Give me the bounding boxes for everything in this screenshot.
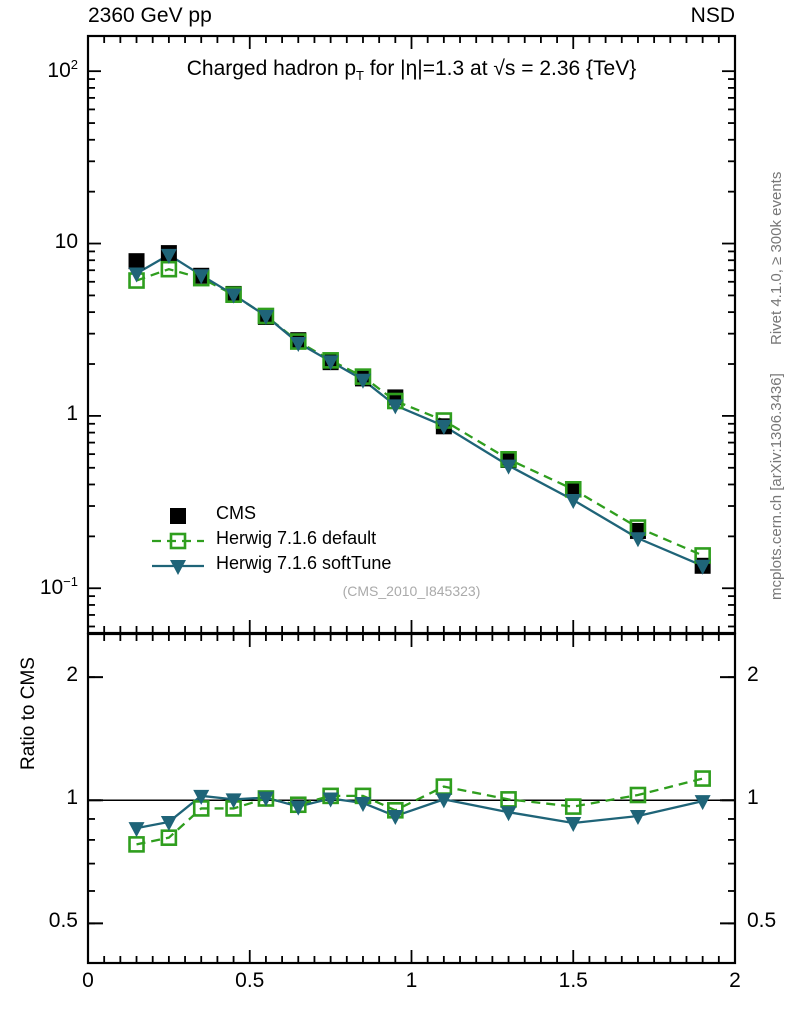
marker-filled-triangle-down: [629, 810, 646, 826]
marker-filled-triangle-down: [290, 800, 307, 816]
marker-filled-triangle-down: [565, 494, 582, 510]
marker-filled-triangle-down: [694, 795, 711, 811]
marker-open-square: [694, 770, 711, 787]
marker-filled-triangle-down: [225, 793, 242, 809]
marker-open-square: [128, 836, 145, 853]
marker-filled-triangle-down: [387, 810, 404, 826]
title-prefix: Charged hadron p: [186, 57, 357, 80]
ratio-y-tick-label: 0.5: [48, 909, 78, 933]
title-subscript: T: [356, 68, 364, 84]
ratio-panel-series: [88, 770, 735, 853]
analysis-id-watermark: (CMS_2010_I845323): [342, 583, 481, 599]
x-tick-label: 1.5: [558, 969, 588, 992]
main-y-tick-label: 10: [55, 230, 78, 254]
marker-filled-triangle-down: [290, 336, 307, 352]
header-right-label: NSD: [690, 4, 735, 27]
ratio-y-tick-label: 2: [747, 663, 759, 687]
legend-item[interactable]: CMS: [150, 503, 450, 530]
series-line: [136, 777, 703, 846]
x-tick-label: 0.5: [235, 969, 265, 992]
marker-filled-triangle-down: [435, 793, 452, 809]
tick-mantissa: 10: [47, 59, 71, 83]
marker-filled-triangle-down: [322, 355, 339, 371]
tick-exponent: −1: [63, 574, 78, 590]
x-tick-label: 2: [729, 969, 741, 992]
tick-mantissa: 1: [66, 401, 78, 425]
plot-title: Charged hadron pT for |η|=1.3 at √s = 2.…: [88, 57, 735, 83]
legend-item[interactable]: Herwig 7.1.6 softTune: [150, 553, 450, 580]
marker-filled-triangle-down: [193, 789, 210, 805]
x-tick-label: 1: [405, 969, 418, 992]
series-line: [136, 267, 704, 557]
marker-filled-triangle-down: [257, 791, 274, 807]
marker-filled-triangle-down: [500, 806, 517, 822]
ratio-y-tick-label: 2: [66, 663, 78, 687]
legend-marker-filled-square: [170, 508, 186, 524]
marker-filled-triangle-down: [160, 248, 177, 264]
ratio-y-tick-label: 1: [747, 786, 759, 810]
legend-marker-open-square: [152, 532, 204, 550]
tick-mantissa: 10: [39, 576, 64, 600]
marker-filled-triangle-down: [500, 459, 517, 475]
marker-filled-triangle-down: [435, 419, 452, 435]
x-tick-label: 0: [82, 969, 94, 992]
legend-marker-filled-triangle-down: [152, 560, 204, 575]
legend-item-label: Herwig 7.1.6 softTune: [216, 553, 392, 573]
tick-mantissa: 10: [54, 229, 78, 253]
marker-open-square: [564, 798, 582, 815]
tick-exponent: 2: [70, 57, 78, 73]
marker-filled-triangle-down: [322, 792, 339, 808]
marker-open-square: [169, 532, 187, 550]
marker-filled-triangle-down: [629, 532, 646, 548]
series-line: [136, 794, 703, 830]
legend-item[interactable]: Herwig 7.1.6 default: [150, 528, 450, 555]
marker-filled-triangle-down: [565, 816, 582, 832]
axes-group: [86, 34, 737, 965]
marker-filled-triangle-down: [387, 399, 404, 415]
main-y-tick-label: 1: [66, 402, 78, 426]
main-y-tick-label: 10−1: [40, 574, 78, 600]
marker-filled-triangle-down: [128, 267, 145, 283]
marker-filled-square: [128, 253, 145, 270]
legend-item-label: CMS: [216, 503, 256, 523]
marker-filled-triangle-down: [354, 373, 371, 389]
marker-filled-triangle-down: [160, 815, 177, 831]
ratio-y-tick-label: 1: [66, 786, 78, 810]
marker-filled-triangle-down: [354, 796, 371, 812]
marker-filled-triangle-down: [128, 822, 145, 838]
marker-filled-triangle-down: [225, 288, 242, 304]
marker-filled-triangle-down: [193, 269, 210, 285]
marker-filled-triangle-down: [694, 559, 711, 575]
main-y-tick-label: 102: [47, 57, 78, 83]
marker-filled-square: [565, 481, 582, 498]
ratio-y-tick-label: 0.5: [747, 909, 777, 933]
marker-filled-triangle-down: [257, 309, 274, 325]
header-left-label: 2360 GeV pp: [88, 4, 212, 27]
marker-filled-triangle-down: [170, 560, 186, 575]
title-suffix: for |η|=1.3 at √s = 2.36 {TeV}: [363, 57, 637, 80]
marker-open-square: [629, 786, 647, 804]
marker-filled-square: [170, 508, 186, 524]
legend-item-label: Herwig 7.1.6 default: [216, 528, 377, 548]
main-panel-series: [128, 245, 711, 575]
